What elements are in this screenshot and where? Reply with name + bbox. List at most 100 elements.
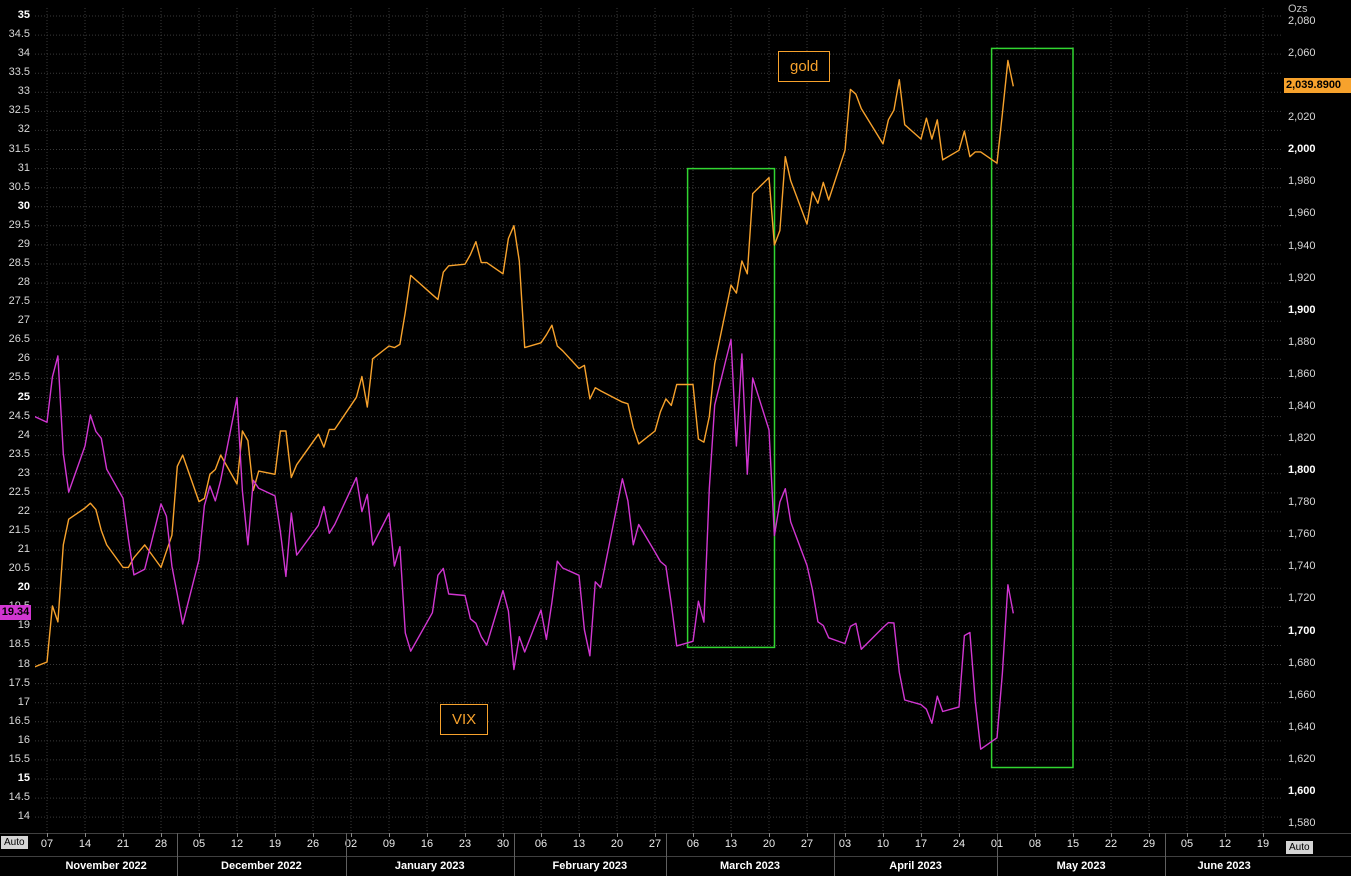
vix-series-label: VIX xyxy=(440,704,489,735)
left-axis-tick-label: 27.5 xyxy=(8,295,30,308)
gold-series-label: gold xyxy=(778,51,831,82)
x-axis-month-label: January 2023 xyxy=(394,860,465,872)
x-axis-week-tick xyxy=(769,833,770,837)
right-axis-tick-label: 1,700 xyxy=(1288,624,1316,637)
left-axis-tick-label: 24.5 xyxy=(8,409,30,422)
x-axis-month-label: December 2022 xyxy=(221,860,302,872)
x-axis-week-tick xyxy=(199,833,200,837)
x-axis-day-label: 24 xyxy=(952,838,966,850)
vix-last-value-tag: 19.34 xyxy=(0,605,31,621)
x-axis-day-label: 14 xyxy=(78,838,92,850)
x-axis-week-tick xyxy=(313,833,314,837)
highlight-boxes xyxy=(686,47,1074,769)
left-axis-tick-label: 31.5 xyxy=(8,142,30,155)
left-axis-tick-label: 25 xyxy=(17,390,30,403)
x-axis-day-label: 12 xyxy=(230,838,244,850)
x-axis-day-label: 03 xyxy=(838,838,852,850)
right-axis-tick-label: 1,880 xyxy=(1288,335,1316,348)
left-axis-tick-label: 16.5 xyxy=(8,714,30,727)
x-axis-week-tick xyxy=(617,833,618,837)
right-axis-tick-label: 1,980 xyxy=(1288,175,1316,188)
left-axis-tick-label: 14.5 xyxy=(8,791,30,804)
left-axis-tick-label: 28 xyxy=(17,276,30,289)
right-axis-auto-button[interactable]: Auto xyxy=(1286,841,1313,854)
left-axis-tick-label: 26 xyxy=(17,352,30,365)
right-axis-tick-label: 1,600 xyxy=(1288,784,1316,797)
x-axis-month-label: May 2023 xyxy=(1056,860,1106,872)
left-axis-tick-label: 33.5 xyxy=(8,66,30,79)
x-axis-day-label: 13 xyxy=(572,838,586,850)
gold-series-line xyxy=(35,59,1014,668)
x-axis-day-label: 05 xyxy=(192,838,206,850)
left-axis-tick-label: 17.5 xyxy=(8,676,30,689)
left-axis-tick-label: 28.5 xyxy=(8,256,30,269)
right-axis-unit-label: Ozs xyxy=(1288,3,1308,15)
left-axis-tick-label: 30.5 xyxy=(8,180,30,193)
right-axis-tick-label: 1,640 xyxy=(1288,720,1316,733)
x-axis-week-tick xyxy=(1035,833,1036,837)
x-axis-week-tick xyxy=(1263,833,1264,837)
x-axis-week-tick xyxy=(85,833,86,837)
left-axis-tick-label: 29.5 xyxy=(8,218,30,231)
x-axis-day-label: 09 xyxy=(382,838,396,850)
left-axis-tick-label: 34 xyxy=(17,47,30,60)
x-axis-week-tick xyxy=(275,833,276,837)
x-axis-month-boundary xyxy=(834,833,836,876)
x-axis-month-label: February 2023 xyxy=(552,860,628,872)
x-axis-day-label: 17 xyxy=(914,838,928,850)
x-axis-day-label: 22 xyxy=(1104,838,1118,850)
x-axis-day-label: 12 xyxy=(1218,838,1232,850)
x-axis-week-tick xyxy=(579,833,580,837)
right-axis-tick-label: 1,680 xyxy=(1288,656,1316,669)
right-axis-tick-label: 2,060 xyxy=(1288,47,1316,60)
x-axis-week-tick xyxy=(47,833,48,837)
left-axis-tick-label: 15.5 xyxy=(8,752,30,765)
x-axis-day-label: 16 xyxy=(420,838,434,850)
right-axis-tick-label: 1,780 xyxy=(1288,496,1316,509)
x-axis-month-boundary xyxy=(997,833,998,876)
x-axis-day-label: 27 xyxy=(648,838,662,850)
right-axis-tick-label: 1,800 xyxy=(1288,464,1316,477)
x-axis-month-boundary xyxy=(513,833,515,876)
gold-last-value-tag: 2,039.8900 xyxy=(1284,78,1351,94)
right-axis-tick-label: 1,900 xyxy=(1288,303,1316,316)
left-axis-tick-label: 14 xyxy=(17,810,30,823)
left-axis-tick-label: 20 xyxy=(17,581,30,594)
left-axis-tick-label: 19 xyxy=(17,619,30,632)
x-axis-day-label: 19 xyxy=(1256,838,1270,850)
left-axis-tick-label: 26.5 xyxy=(8,333,30,346)
right-axis-tick-label: 1,840 xyxy=(1288,399,1316,412)
x-axis-week-tick xyxy=(807,833,808,837)
x-axis-day-label: 30 xyxy=(496,838,510,850)
x-axis-day-label: 13 xyxy=(724,838,738,850)
left-axis-tick-label: 21 xyxy=(17,543,30,556)
x-axis-week-tick xyxy=(389,833,390,837)
x-axis-week-tick xyxy=(921,833,922,837)
left-axis-tick-label: 18 xyxy=(17,657,30,670)
left-axis-tick-label: 30 xyxy=(17,199,30,212)
left-axis-tick-label: 32.5 xyxy=(8,104,30,117)
left-axis-tick-label: 23 xyxy=(17,466,30,479)
vix-series-line xyxy=(35,338,1014,750)
left-axis-tick-label: 25.5 xyxy=(8,371,30,384)
x-axis-week-tick xyxy=(427,833,428,837)
right-axis-tick-label: 1,860 xyxy=(1288,367,1316,380)
x-axis-day-label: 21 xyxy=(116,838,130,850)
x-axis-week-tick xyxy=(503,833,504,837)
x-axis-month-boundary xyxy=(345,833,347,876)
x-axis-month-boundary xyxy=(177,833,179,876)
x-axis-week-tick xyxy=(123,833,124,837)
left-axis-auto-button[interactable]: Auto xyxy=(1,836,28,849)
x-axis-day-label: 27 xyxy=(800,838,814,850)
left-axis-tick-label: 24 xyxy=(17,428,30,441)
x-axis-day-label: 07 xyxy=(40,838,54,850)
right-axis-tick-label: 1,580 xyxy=(1288,817,1316,829)
right-axis-tick-label: 1,940 xyxy=(1288,239,1316,252)
left-axis-tick-label: 18.5 xyxy=(8,638,30,651)
right-axis-tick-label: 1,760 xyxy=(1288,528,1316,541)
x-axis-day-label: 08 xyxy=(1028,838,1042,850)
x-axis-week-tick xyxy=(845,833,846,837)
x-axis-week-tick xyxy=(1111,833,1112,837)
